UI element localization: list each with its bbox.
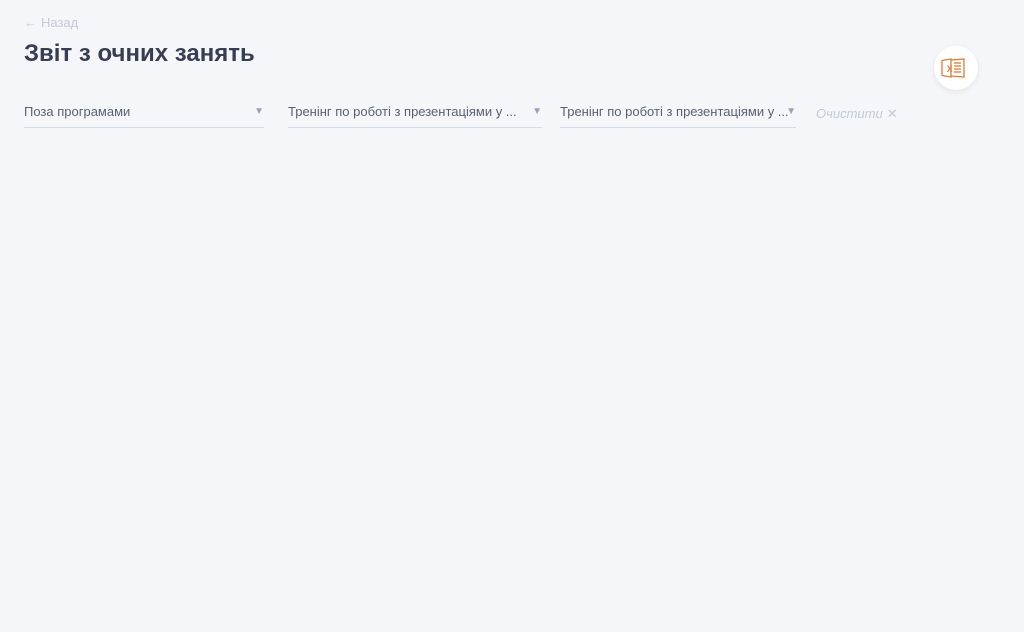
svg-text:X: X [947, 64, 953, 74]
